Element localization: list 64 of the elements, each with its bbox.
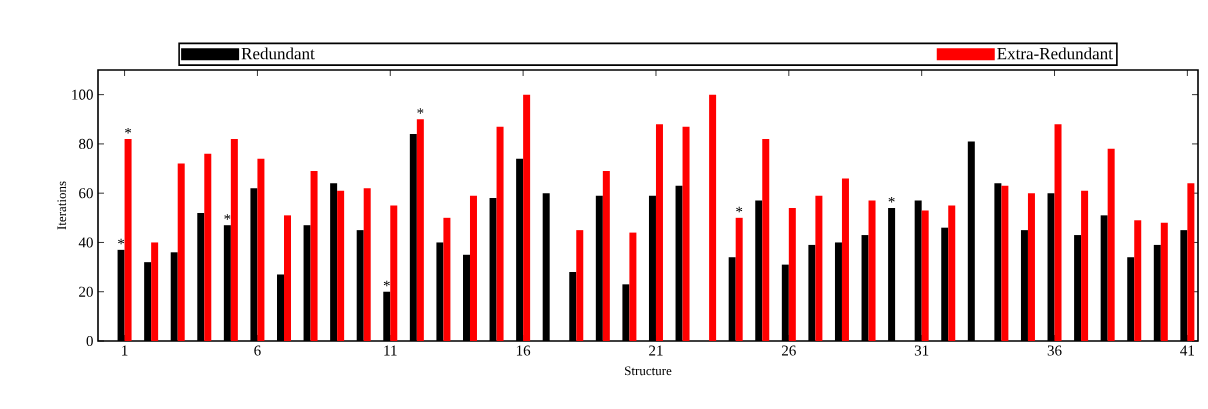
bar [841, 178, 849, 341]
bar [735, 217, 743, 341]
x-tick-label: 16 [516, 345, 531, 356]
y-tick-label: 0 [86, 335, 93, 347]
x-axis-title: Structure [625, 366, 672, 376]
bar [443, 217, 451, 341]
y-tick-label: 100 [72, 89, 93, 100]
legend-label: Redundant [241, 47, 315, 60]
annotation: * [417, 108, 424, 114]
bar [1187, 183, 1195, 341]
y-tick-label: 80 [79, 138, 93, 149]
x-tick-label: 41 [1180, 345, 1194, 356]
bar [416, 119, 424, 341]
bar [602, 171, 610, 341]
bar [523, 94, 531, 341]
bar [1134, 220, 1142, 341]
y-tick-label: 40 [78, 237, 93, 248]
legend-label: Extra-Redundant [997, 47, 1113, 60]
bar [230, 138, 238, 341]
x-tick-label: 11 [384, 345, 397, 356]
bar [363, 188, 371, 341]
bar [496, 126, 504, 341]
bar [709, 94, 717, 341]
bar [1054, 124, 1062, 341]
x-tick-label: 31 [914, 345, 929, 356]
annotation: * [383, 280, 390, 287]
bar [469, 195, 477, 341]
bar [682, 126, 690, 341]
bar [283, 215, 291, 341]
bar [1001, 185, 1009, 341]
bar [921, 210, 929, 341]
bar [629, 232, 637, 341]
annotation: * [224, 214, 231, 220]
x-tick-label: 6 [254, 345, 261, 356]
bar [815, 195, 823, 341]
bar [310, 171, 318, 341]
annotation: * [736, 206, 743, 213]
bar [390, 205, 398, 341]
x-tick-label: 36 [1047, 345, 1062, 356]
bar [257, 158, 265, 341]
bar [1107, 148, 1115, 341]
bar [868, 200, 876, 341]
bar [655, 124, 663, 341]
y-tick-label: 20 [79, 286, 93, 297]
bar [762, 138, 770, 341]
bar [124, 138, 132, 341]
bar [788, 207, 796, 341]
bar [1081, 190, 1089, 341]
annotation: * [118, 238, 125, 245]
y-tick-label: 60 [79, 188, 93, 199]
bar [337, 190, 345, 341]
bar [1027, 193, 1035, 341]
y-axis-title: Iterations [57, 181, 67, 230]
bar [576, 230, 584, 341]
bar [204, 153, 212, 341]
x-tick-label: 1 [122, 345, 128, 356]
x-tick-label: 21 [649, 345, 663, 356]
annotation: * [888, 196, 895, 203]
bar [151, 242, 159, 341]
bar [1160, 222, 1168, 341]
bar [177, 163, 185, 341]
annotation: * [125, 127, 132, 134]
x-tick-label: 26 [781, 345, 796, 356]
bar [948, 205, 956, 341]
